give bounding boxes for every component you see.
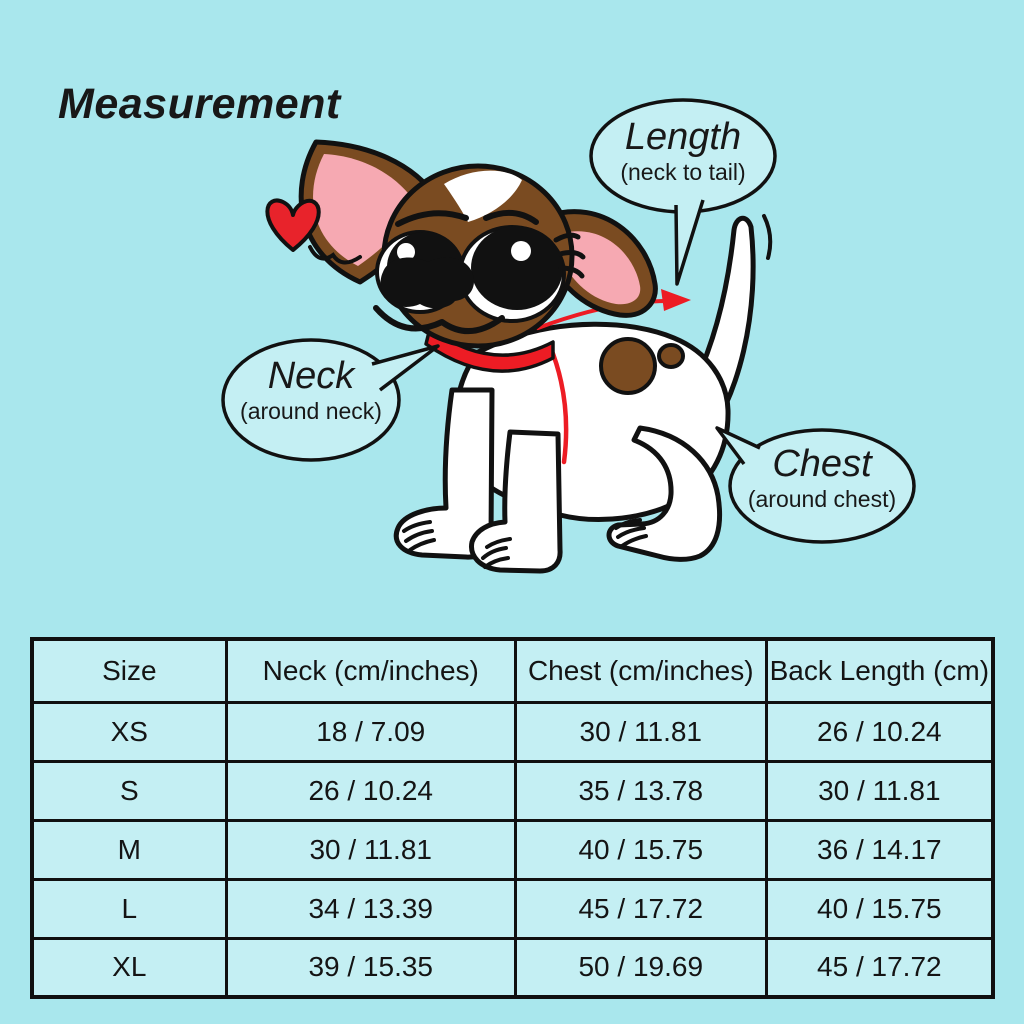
- length-bubble-tail: [674, 199, 705, 286]
- col-header-size: Size: [30, 637, 228, 704]
- neck-callout: Neck (around neck): [161, 355, 461, 425]
- dog-hind-leg: [606, 425, 723, 562]
- cell-back-length: 45 / 17.72: [764, 936, 995, 999]
- cell-chest: 50 / 19.69: [513, 936, 768, 999]
- dog-spot-small: [657, 343, 685, 369]
- cell-back-length: 26 / 10.24: [764, 700, 995, 763]
- chest-bubble-tail: [715, 426, 761, 466]
- tail-motion-line: [762, 214, 773, 260]
- dog-tail: [661, 215, 756, 453]
- cell-chest: 45 / 17.72: [513, 877, 768, 940]
- dog-eyebrows: [395, 209, 539, 227]
- cell-back-length: 30 / 11.81: [764, 759, 995, 822]
- table-row-xl: XL 39 / 15.35 50 / 19.69 45 / 17.72: [30, 936, 995, 999]
- neck-label: Neck: [267, 355, 355, 397]
- col-header-chest: Chest (cm/inches): [513, 637, 768, 704]
- table-row-xs: XS 18 / 7.09 30 / 11.81 26 / 10.24: [30, 700, 995, 763]
- far-paw-toes: [402, 520, 436, 552]
- cell-neck: 34 / 13.39: [224, 877, 517, 940]
- dog-eyelashes: [553, 232, 586, 279]
- neck-sublabel: (around neck): [240, 398, 382, 425]
- chest-bubble: [728, 428, 916, 544]
- near-paw-toes: [481, 537, 512, 569]
- cell-size: M: [30, 818, 228, 881]
- cell-chest: 30 / 11.81: [513, 700, 768, 763]
- cell-size: XS: [30, 700, 228, 763]
- size-table-header-row: Size Neck (cm/inches) Chest (cm/inches) …: [30, 637, 995, 704]
- col-header-back-length: Back Length (cm): [764, 637, 995, 704]
- dog-illustration: [298, 139, 773, 574]
- dog-blaze: [444, 170, 522, 222]
- col-header-neck: Neck (cm/inches): [224, 637, 517, 704]
- dog-smile: [373, 305, 505, 335]
- length-callout: Length (neck to tail): [533, 116, 833, 186]
- dog-right-ear-inner: [558, 231, 641, 305]
- cell-chest: 40 / 15.75: [513, 818, 768, 881]
- length-label: Length: [624, 116, 742, 158]
- heart-squiggle: [308, 245, 362, 265]
- dog-near-front-leg: [469, 429, 563, 574]
- chest-label: Chest: [772, 443, 872, 485]
- callout-bubbles: [221, 98, 916, 544]
- cell-neck: 30 / 11.81: [224, 818, 517, 881]
- cell-chest: 35 / 13.78: [513, 759, 768, 822]
- cell-size: S: [30, 759, 228, 822]
- chest-sublabel: (around chest): [747, 486, 897, 513]
- dog-right-eye: [458, 225, 566, 323]
- page-title: Measurement: [58, 80, 341, 128]
- chest-callout: Chest (around chest): [672, 443, 972, 513]
- collar-band: [424, 326, 555, 373]
- cell-neck: 26 / 10.24: [224, 759, 517, 822]
- cell-back-length: 36 / 14.17: [764, 818, 995, 881]
- neck-bubble: [221, 338, 401, 462]
- cell-neck: 18 / 7.09: [224, 700, 517, 763]
- dog-nose: [380, 257, 475, 309]
- hind-paw-toes: [614, 518, 648, 548]
- size-table: Size Neck (cm/inches) Chest (cm/inches) …: [30, 637, 995, 999]
- table-row-l: L 34 / 13.39 45 / 17.72 40 / 15.75: [30, 877, 995, 940]
- neck-bubble-tail: [371, 344, 440, 392]
- heart-icon: [265, 198, 321, 252]
- cell-back-length: 40 / 15.75: [764, 877, 995, 940]
- cell-size: XL: [30, 936, 228, 999]
- table-row-m: M 30 / 11.81 40 / 15.75 36 / 14.17: [30, 818, 995, 881]
- dog-spot-large: [599, 337, 657, 395]
- cell-neck: 39 / 15.35: [224, 936, 517, 999]
- length-sublabel: (neck to tail): [620, 159, 746, 186]
- table-row-s: S 26 / 10.24 35 / 13.78 30 / 11.81: [30, 759, 995, 822]
- cell-size: L: [30, 877, 228, 940]
